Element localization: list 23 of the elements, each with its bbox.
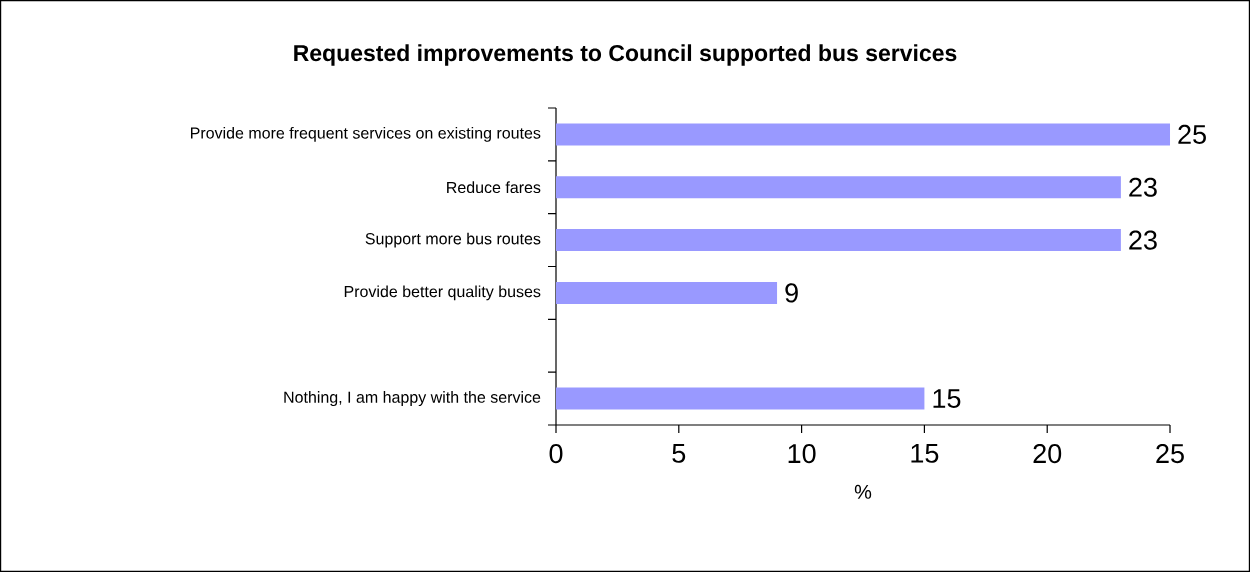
data-label: 15 bbox=[933, 389, 961, 408]
bar bbox=[556, 387, 925, 410]
x-tick-label: 0 bbox=[549, 444, 563, 464]
y-tick-label: Support more bus routes bbox=[365, 232, 541, 248]
bar bbox=[556, 123, 1171, 146]
x-tick-label: 5 bbox=[672, 444, 686, 463]
x-tick-label: 25 bbox=[1156, 444, 1184, 464]
y-tick-label: Provide better quality buses bbox=[344, 285, 541, 301]
y-tick-label: Reduce fares bbox=[447, 181, 541, 194]
x-tick-label: 20 bbox=[1033, 444, 1062, 464]
data-label: 23 bbox=[1129, 177, 1157, 197]
data-label: 23 bbox=[1129, 230, 1157, 250]
data-label: 9 bbox=[785, 283, 798, 303]
chart-title: Requested improvements to Council supported bus services bbox=[294, 44, 957, 66]
y-tick-label: Nothing, I am happy with the service bbox=[284, 391, 541, 407]
y-tick-label: Provide more frequent services on existing routes bbox=[190, 126, 541, 142]
x-tick-label: 10 bbox=[788, 444, 816, 464]
bar bbox=[556, 229, 1121, 252]
x-tick-label: 15 bbox=[911, 444, 939, 463]
bar bbox=[556, 176, 1121, 199]
bar bbox=[556, 281, 778, 304]
data-label: 25 bbox=[1178, 124, 1206, 144]
x-axis-title: % bbox=[854, 484, 872, 499]
